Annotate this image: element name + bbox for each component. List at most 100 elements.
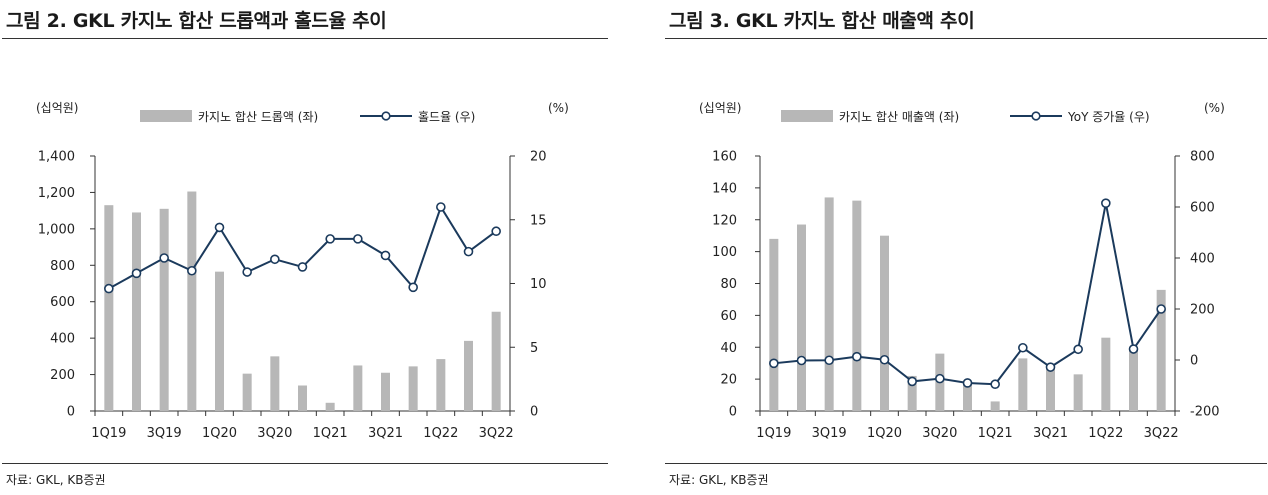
- bar-3Q22: [491, 311, 501, 411]
- drop-hold-chart: (십억원) (%) 카지노 합산 드롭액 (좌) 홀드율 (우) 0200400…: [36, 101, 569, 441]
- right-tick-label: 0: [1190, 354, 1198, 369]
- legend-bar-label: 카지노 합산 드롭액 (좌): [198, 110, 318, 124]
- x-tick-label: 3Q22: [479, 426, 514, 441]
- bar-3Q22: [1156, 289, 1166, 411]
- left-tick-label: 1,200: [38, 186, 75, 201]
- legend: 카지노 합산 매출액 (좌) YoY 증가율 (우): [781, 110, 1150, 124]
- line-point-2Q19: [796, 355, 807, 366]
- bar-4Q20: [963, 382, 972, 411]
- x-tick-label: 3Q22: [1144, 426, 1179, 441]
- left-tick-label: 120: [712, 213, 737, 228]
- figure-2-panel: 그림 2. GKL 카지노 합산 드롭액과 홀드율 추이 (십억원) (%) 카…: [0, 0, 610, 495]
- line-point-2Q21: [353, 234, 363, 244]
- bar-2Q19: [132, 212, 141, 411]
- line-point-4Q19: [187, 265, 197, 276]
- bar-1Q20: [880, 235, 889, 411]
- bar-4Q19: [852, 200, 862, 411]
- source-note: 자료: GKL, KB증권: [6, 473, 106, 487]
- right-tick-label: 5: [530, 341, 538, 356]
- bar-2Q21: [353, 365, 363, 411]
- source-rule: [665, 463, 1267, 464]
- left-tick-label: 60: [720, 309, 737, 324]
- bar-1Q22: [436, 359, 446, 411]
- line-point-3Q20: [935, 373, 945, 384]
- legend: 카지노 합산 드롭액 (좌) 홀드율 (우): [140, 110, 475, 124]
- line-point-2Q22: [1128, 344, 1139, 354]
- bar-2Q20: [907, 375, 917, 411]
- bar-2Q22: [1129, 347, 1138, 411]
- left-tick-label: 600: [50, 295, 75, 310]
- line-point-4Q19: [852, 351, 862, 362]
- right-axis-unit: (%): [1204, 101, 1225, 115]
- x-tick-label: 1Q22: [423, 426, 458, 441]
- left-tick-label: 0: [67, 405, 75, 420]
- bar-3Q19: [824, 197, 834, 411]
- legend-bar-swatch: [781, 110, 833, 122]
- line-point-2Q20: [242, 267, 252, 277]
- x-tick-label: 3Q21: [1033, 426, 1068, 441]
- bar-1Q22: [1101, 337, 1111, 411]
- x-tick-label: 3Q19: [812, 426, 847, 441]
- title-rule: [665, 38, 1267, 39]
- bar-3Q19: [159, 208, 169, 411]
- line-point-3Q20: [270, 254, 280, 265]
- x-tick-label: 3Q21: [368, 426, 403, 441]
- right-axis-unit: (%): [548, 101, 569, 115]
- source-rule: [2, 463, 608, 464]
- left-tick-label: 40: [720, 341, 737, 356]
- left-tick-label: 1,400: [38, 150, 75, 165]
- figure-title: 그림 3. GKL 카지노 합산 매출액 추이: [669, 10, 975, 32]
- x-tick-label: 1Q21: [978, 426, 1013, 441]
- line-point-1Q19: [104, 283, 114, 294]
- figure-3-panel: 그림 3. GKL 카지노 합산 매출액 추이 (십억원) (%) 카지노 합산…: [663, 0, 1268, 495]
- line-point-3Q19: [159, 253, 169, 263]
- line-point-3Q19: [824, 355, 834, 366]
- left-tick-label: 20: [720, 373, 737, 388]
- left-tick-label: 100: [712, 245, 737, 260]
- x-tick-label: 1Q20: [202, 426, 237, 441]
- x-tick-label: 3Q20: [922, 426, 957, 441]
- x-tick-label: 1Q21: [313, 426, 348, 441]
- bar-4Q19: [187, 191, 197, 411]
- bar-2Q19: [797, 224, 806, 411]
- line-point-1Q21: [325, 234, 335, 244]
- line-point-1Q22: [436, 202, 446, 212]
- right-tick-label: 400: [1190, 252, 1215, 267]
- line-point-2Q22: [463, 246, 474, 257]
- line-point-1Q21: [990, 379, 1000, 390]
- right-tick-label: 200: [1190, 303, 1215, 318]
- source-note: 자료: GKL, KB증권: [669, 473, 769, 487]
- legend-line-label: 홀드율 (우): [418, 110, 475, 124]
- line-point-4Q21: [408, 282, 418, 293]
- left-tick-label: 80: [720, 277, 737, 292]
- bar-3Q21: [1046, 367, 1055, 411]
- line-point-1Q22: [1101, 198, 1111, 208]
- bar-1Q20: [215, 271, 224, 411]
- bar-2Q20: [242, 373, 252, 411]
- right-tick-label: 800: [1190, 150, 1215, 165]
- x-tick-label: 1Q20: [867, 426, 902, 441]
- left-axis-unit: (십억원): [699, 101, 741, 115]
- line-point-1Q19: [769, 358, 779, 369]
- line-point-4Q20: [297, 262, 308, 272]
- bar-4Q21: [1073, 374, 1083, 411]
- x-tick-label: 3Q20: [257, 426, 292, 441]
- line-point-2Q21: [1018, 342, 1028, 353]
- figure-title: 그림 2. GKL 카지노 합산 드롭액과 홀드율 추이: [6, 10, 387, 32]
- left-tick-label: 400: [50, 332, 75, 347]
- right-tick-label: 0: [530, 405, 538, 420]
- legend-line-label: YoY 증가율 (우): [1067, 110, 1150, 124]
- bar-2Q21: [1018, 358, 1028, 411]
- line-point-4Q21: [1073, 344, 1083, 355]
- left-tick-label: 1,000: [38, 222, 75, 237]
- x-tick-label: 1Q19: [756, 426, 791, 441]
- x-tick-label: 1Q22: [1088, 426, 1123, 441]
- line-point-3Q22: [491, 226, 501, 237]
- right-tick-label: 20: [530, 150, 547, 165]
- line-point-4Q20: [962, 378, 973, 388]
- bar-1Q19: [769, 238, 779, 411]
- bar-1Q19: [104, 205, 114, 411]
- legend-line-marker: [1031, 111, 1041, 121]
- line-point-3Q22: [1156, 304, 1166, 314]
- line-point-3Q21: [380, 250, 391, 261]
